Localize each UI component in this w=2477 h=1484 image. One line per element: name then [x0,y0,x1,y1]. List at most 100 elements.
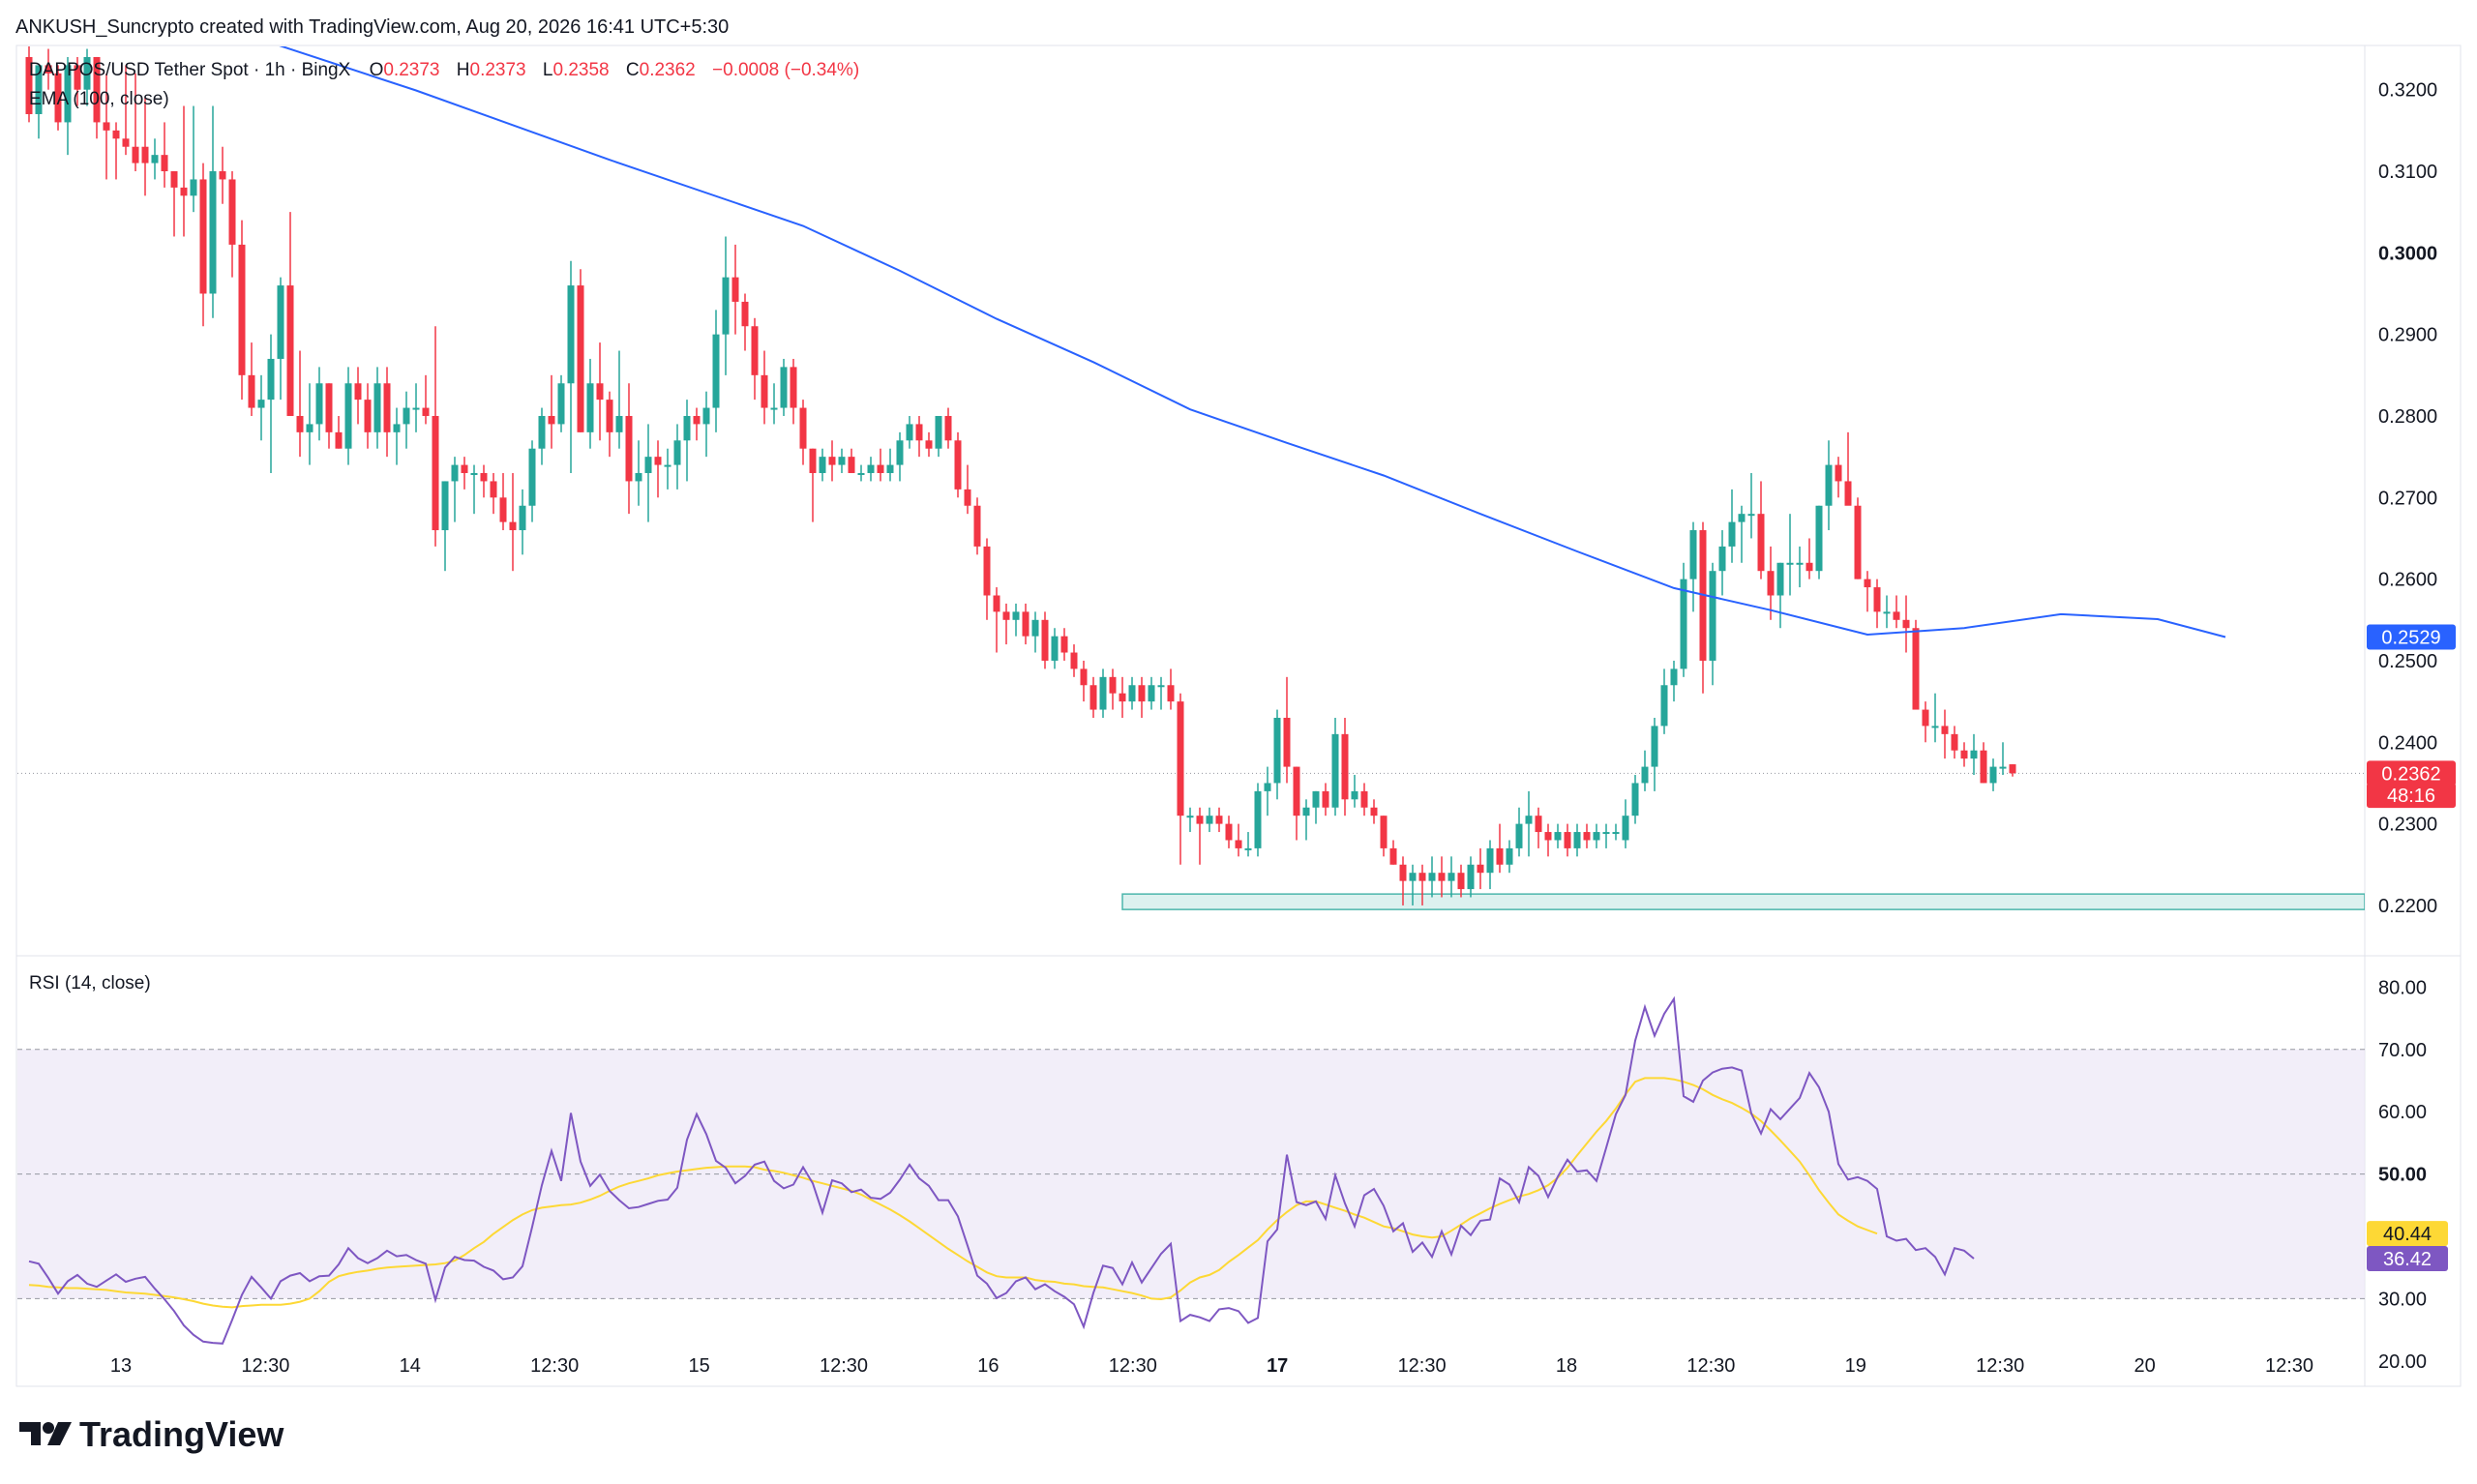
candle[interactable] [625,383,633,515]
candle[interactable] [1225,816,1233,848]
candle[interactable] [1302,799,1310,841]
candle[interactable] [1002,603,1010,645]
candle[interactable] [1119,676,1126,718]
candle[interactable] [74,56,81,106]
candle[interactable] [1989,758,1997,791]
candle[interactable] [1457,864,1465,898]
candle[interactable] [1825,440,1833,531]
candle[interactable] [54,65,62,131]
candle[interactable] [161,122,168,188]
candle[interactable] [403,391,410,449]
candle[interactable] [664,448,671,490]
candle[interactable] [528,440,536,522]
candle[interactable] [1999,742,2007,776]
candle[interactable] [1854,497,1862,579]
candle[interactable] [964,464,971,515]
candle[interactable] [1051,628,1059,669]
candle[interactable] [790,358,797,425]
candle[interactable] [1186,807,1194,833]
candle[interactable] [1360,783,1368,816]
rsi-ma-line[interactable] [28,1077,1878,1309]
candle[interactable] [1864,571,1871,612]
candle[interactable] [209,105,217,318]
candle[interactable] [1157,676,1165,710]
candle[interactable] [1796,546,1804,588]
candle[interactable] [1525,790,1533,857]
candle[interactable] [1641,750,1649,791]
candle[interactable] [712,310,720,432]
candle[interactable] [1322,783,1329,816]
candle[interactable] [190,105,197,213]
candle[interactable] [151,138,159,180]
candle[interactable] [354,367,362,425]
candle[interactable] [596,342,604,441]
candle[interactable] [1244,832,1252,857]
candle[interactable] [1022,603,1030,645]
candle[interactable] [1922,701,1929,743]
candle[interactable] [296,350,304,458]
candle[interactable] [1351,775,1358,808]
candle[interactable] [770,383,778,425]
candle[interactable] [1776,562,1784,629]
candle[interactable] [1689,521,1697,612]
candle[interactable] [1941,709,1949,759]
candle[interactable] [1060,628,1068,661]
candle[interactable] [1680,562,1687,677]
candle[interactable] [1099,668,1107,718]
candle[interactable] [1651,717,1658,791]
candle[interactable] [25,0,33,123]
candle[interactable] [132,73,139,172]
candle[interactable] [993,587,1000,653]
candle[interactable] [480,464,488,498]
rsi-pane[interactable] [17,995,2365,1345]
rsi-title[interactable]: RSI (14, close) [29,973,151,994]
candle[interactable] [1970,733,1978,776]
candle[interactable] [877,448,884,482]
candle[interactable] [1418,864,1426,905]
candle[interactable] [1660,668,1668,734]
candle[interactable] [1835,457,1842,498]
candle[interactable] [1012,603,1020,637]
candle[interactable] [1467,856,1475,898]
candle[interactable] [373,367,381,449]
legend-ema[interactable]: EMA (100, close) [29,89,169,109]
candle[interactable] [228,171,236,278]
candle[interactable] [1931,693,1939,743]
candle[interactable] [199,163,207,327]
price-pane[interactable] [17,0,2365,910]
candle[interactable] [906,415,913,449]
candle[interactable] [490,473,497,515]
candle[interactable] [1080,660,1088,702]
candle[interactable] [867,457,875,482]
candle[interactable] [509,473,517,572]
candle[interactable] [1873,579,1881,629]
candle[interactable] [1167,668,1175,710]
candle[interactable] [1718,530,1726,596]
candle[interactable] [1196,807,1204,865]
candle[interactable] [548,374,555,449]
candle[interactable] [761,350,768,425]
candle[interactable] [1622,799,1629,848]
price-mark[interactable]: 0.2529 [2367,624,2456,650]
candle[interactable] [238,220,246,401]
candle[interactable] [1438,856,1446,898]
candle[interactable] [1109,668,1117,710]
candle[interactable] [1980,742,1987,784]
candle[interactable] [315,367,323,441]
candle[interactable] [180,105,188,237]
candle[interactable] [1428,856,1436,898]
candle[interactable] [1399,856,1407,905]
price-axis[interactable]: 0.3200 0.3100 0.3000 0.2900 0.2800 0.2700 0.26… [2367,80,2456,917]
symbol-legend[interactable]: DAPPOS/USD Tether Spot · 1h · BingX O0.2… [29,60,859,109]
candle[interactable] [722,236,730,375]
candle[interactable] [1951,726,1958,759]
candle[interactable] [1535,807,1542,848]
candle[interactable] [344,367,352,465]
candle[interactable] [122,65,130,156]
candle[interactable] [1757,481,1765,579]
candle[interactable] [277,277,284,401]
candle[interactable] [1041,611,1049,669]
candle[interactable] [1515,807,1523,857]
candle[interactable] [499,473,507,531]
candle[interactable] [1602,823,1610,848]
